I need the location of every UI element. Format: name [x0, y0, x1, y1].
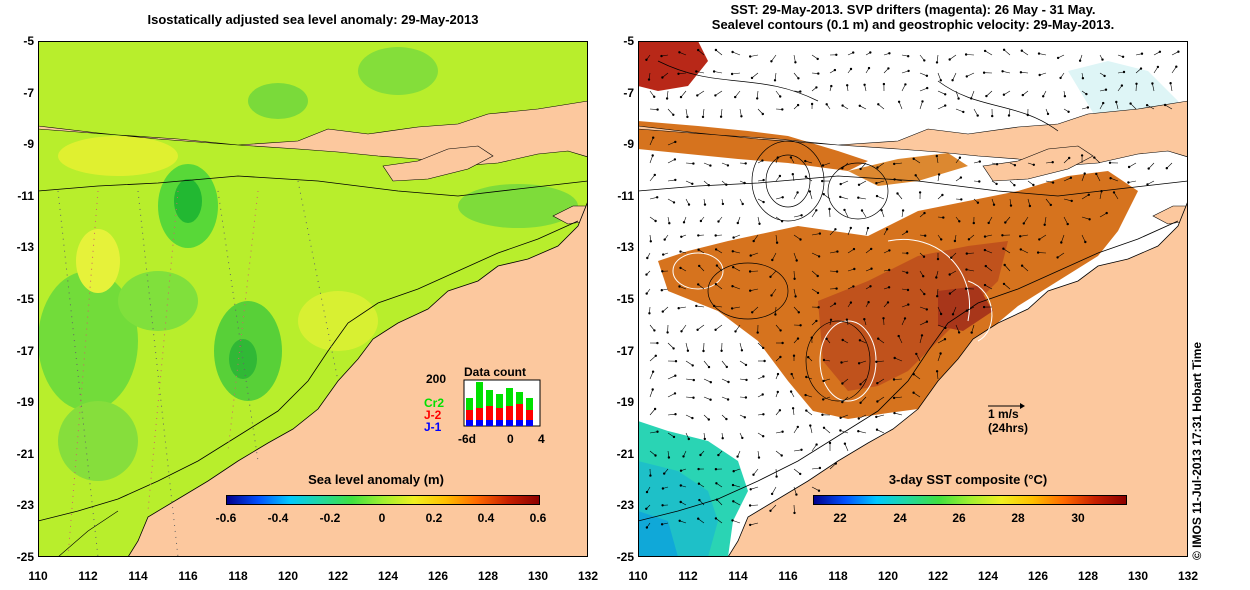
sst-tick-label: 28	[1011, 511, 1025, 525]
data-count-max-label: 200	[426, 372, 447, 386]
longitude-tick-label: 128	[477, 569, 499, 583]
latitude-tick-label: -25	[16, 550, 34, 564]
latitude-tick-label: -23	[616, 498, 634, 513]
longitude-tick-label: 126	[1027, 569, 1049, 583]
sst-tick-label: 26	[952, 511, 966, 525]
latitude-tick-label: -11	[617, 188, 634, 203]
longitude-tick-label: 110	[628, 569, 648, 583]
sst-tick-label: 24	[893, 511, 907, 525]
longitude-tick-label: 128	[1077, 569, 1099, 583]
sla-tick-label: -0.6	[215, 511, 237, 525]
longitude-tick-label: 132	[577, 569, 599, 583]
right-map-title-line2: Sealevel contours (0.1 m) and geostrophi…	[711, 17, 1115, 32]
sla-colorbar-title: Sea level anomaly (m)	[308, 472, 444, 487]
latitude-tick-label: -15	[16, 292, 34, 306]
data-count-xlabel-end: 4	[538, 432, 545, 446]
sst-map: 1 m/s (24hrs) 3-day SST composite (°C) 2…	[638, 41, 1188, 557]
latitude-tick-label: -17	[616, 343, 634, 358]
longitude-tick-label: 120	[277, 569, 299, 583]
data-count-title: Data count	[464, 365, 527, 379]
sla-tick-label: 0.4	[477, 511, 495, 525]
velocity-key-sublabel: (24hrs)	[988, 421, 1029, 435]
latitude-tick-label: -19	[16, 395, 34, 410]
latitude-tick-label: -5	[23, 34, 34, 48]
latitude-tick-label: -21	[616, 446, 634, 461]
sla-tick-label: 0.6	[529, 511, 547, 525]
longitude-tick-label: 122	[327, 569, 349, 583]
longitude-tick-label: 110	[28, 569, 48, 583]
latitude-tick-label: -23	[16, 498, 34, 513]
right-map-title-line1: SST: 29-May-2013. SVP drifters (magenta)…	[730, 2, 1096, 17]
sea-level-anomaly-map: Data count 200 Cr2 J-2 J-1 -6d 0 4 Sea l…	[38, 41, 588, 557]
mission-label-cr2: Cr2	[424, 396, 445, 410]
longitude-tick-label: 132	[1177, 569, 1199, 583]
data-count-xlabel-start: -6d	[458, 432, 476, 446]
sea-level-anomaly-field	[38, 41, 588, 557]
left-map-title: Isostatically adjusted sea level anomaly…	[147, 12, 479, 27]
mission-label-j2: J-2	[424, 408, 442, 422]
longitude-tick-label: 126	[427, 569, 449, 583]
data-count-xlabel-zero: 0	[507, 432, 514, 446]
latitude-tick-label: -15	[616, 292, 634, 306]
mission-label-j1: J-1	[424, 420, 442, 434]
velocity-key-arrow	[988, 403, 1025, 409]
sla-tick-label: -0.4	[267, 511, 289, 525]
sst-tick-label: 30	[1071, 511, 1085, 525]
data-count-histogram	[463, 379, 541, 427]
latitude-tick-label: -9	[623, 137, 634, 152]
latitude-tick-label: -17	[16, 343, 34, 358]
longitude-tick-label: 114	[728, 569, 748, 583]
latitude-tick-label: -21	[16, 446, 34, 461]
latitude-tick-label: -5	[623, 34, 634, 48]
latitude-tick-label: -13	[16, 240, 34, 255]
longitude-tick-label: 120	[877, 569, 899, 583]
longitude-tick-label: 124	[377, 569, 399, 583]
longitude-tick-label: 122	[927, 569, 949, 583]
latitude-tick-label: -11	[17, 188, 34, 203]
sst-colorbar	[813, 495, 1127, 505]
longitude-tick-label: 118	[228, 569, 248, 583]
latitude-tick-label: -19	[616, 395, 634, 410]
longitude-tick-label: 112	[78, 569, 98, 583]
longitude-tick-label: 124	[977, 569, 999, 583]
sla-tick-label: 0	[378, 511, 386, 525]
credit-line: © IMOS 11-Jul-2013 17:31 Hobart Time	[1190, 341, 1204, 560]
sst-colorbar-title: 3-day SST composite (°C)	[888, 472, 1048, 487]
longitude-tick-label: 130	[527, 569, 549, 583]
longitude-tick-label: 112	[678, 569, 698, 583]
sla-tick-label: -0.2	[319, 511, 341, 525]
latitude-tick-label: -13	[616, 240, 634, 255]
longitude-tick-label: 114	[128, 569, 148, 583]
velocity-key-label: 1 m/s	[988, 407, 1019, 421]
sst-field	[638, 41, 1188, 557]
sla-colorbar	[226, 495, 540, 505]
latitude-tick-label: -9	[23, 137, 34, 152]
longitude-tick-label: 116	[178, 569, 198, 583]
latitude-tick-label: -7	[623, 85, 634, 100]
sst-tick-label: 22	[833, 511, 847, 525]
sla-tick-label: 0.2	[425, 511, 443, 525]
latitude-tick-label: -7	[23, 85, 34, 100]
longitude-tick-label: 116	[778, 569, 798, 583]
longitude-tick-label: 118	[828, 569, 848, 583]
latitude-tick-label: -25	[616, 550, 634, 564]
longitude-tick-label: 130	[1127, 569, 1149, 583]
